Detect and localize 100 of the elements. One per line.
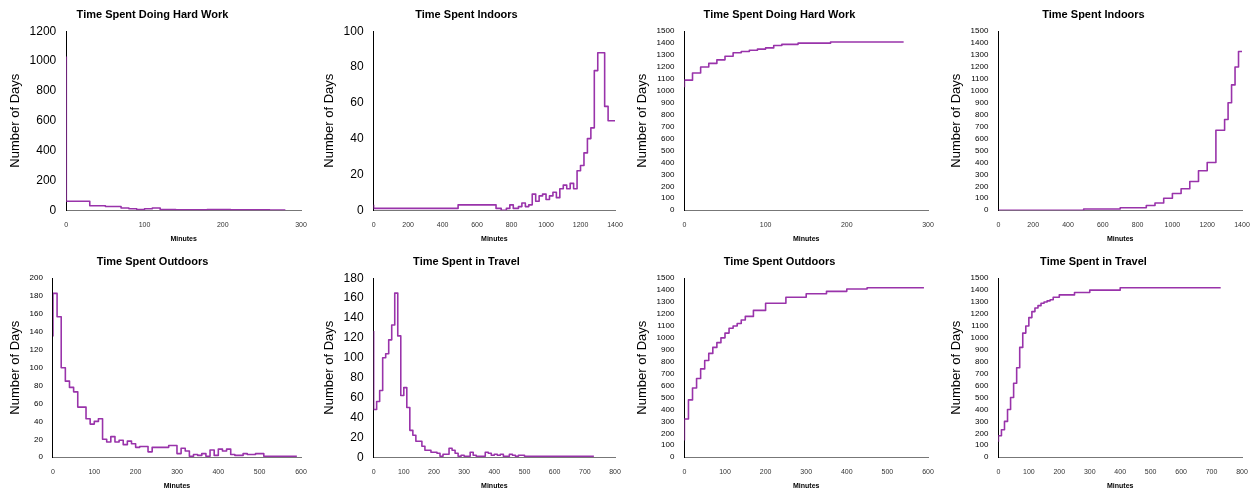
y-tick-label: 1200 [656,62,675,72]
y-tick-label: 40 [34,416,44,426]
y-tick-label: 180 [29,291,44,301]
y-tick-label: 1500 [656,273,675,283]
y-tick-label: 1400 [970,285,989,295]
y-tick-label: 1300 [656,297,675,307]
y-tick-label: 0 [983,452,989,462]
y-tick-label: 700 [974,368,989,378]
y-tick-label: 300 [974,169,989,179]
y-tick-label: 180 [343,270,364,285]
y-tick-label: 60 [349,389,364,404]
y-tick-label: 400 [36,142,57,157]
y-tick-label: 1500 [970,26,989,36]
chart-title: Time Spent Indoors [414,7,518,20]
chart-title: Time Spent in Travel [1039,254,1147,267]
y-tick-label: 80 [349,369,364,384]
y-tick-label: 80 [34,380,44,390]
y-tick-label: 800 [661,356,675,366]
chart-title: Time Spent Indoors [1041,7,1145,20]
y-tick-label: 140 [29,327,44,337]
y-tick-label: 60 [34,398,44,408]
y-tick-label: 1200 [970,62,989,72]
y-tick-label: 0 [669,205,675,215]
y-axis-title: Number of Days [320,73,336,168]
y-tick-label: 100 [29,362,44,372]
y-axis-title: Number of Days [7,320,23,415]
y-tick-label: 120 [343,330,364,345]
y-tick-label: 100 [661,193,675,203]
y-tick-label: 0 [49,202,57,217]
y-tick-label: 400 [974,157,989,167]
y-tick-label: 300 [661,416,675,426]
chart-title: Time Spent Outdoors [723,254,836,267]
y-tick-label: 1000 [970,333,989,343]
y-tick-label: 200 [974,428,989,438]
y-tick-label: 1000 [656,86,675,96]
y-tick-label: 500 [974,392,989,402]
y-tick-label: 1500 [656,26,675,36]
y-tick-label: 40 [349,409,364,424]
y-tick-label: 1300 [656,50,675,60]
y-tick-label: 1400 [656,285,675,295]
y-tick-label: 600 [661,133,675,143]
chart-title: Time Spent Doing Hard Work [703,7,857,20]
y-tick-label: 1200 [656,309,675,319]
y-tick-label: 800 [661,109,675,119]
y-tick-label: 500 [661,145,675,155]
y-tick-label: 1400 [656,38,675,48]
y-tick-label: 1000 [656,333,675,343]
y-tick-label: 100 [974,440,989,450]
y-tick-label: 0 [356,449,364,464]
y-tick-label: 100 [343,350,364,365]
y-tick-label: 140 [343,310,364,325]
y-axis-title: Number of Days [7,73,23,168]
y-tick-label: 1300 [970,50,989,60]
y-tick-label: 1100 [657,74,675,84]
y-tick-label: 60 [349,95,364,110]
y-tick-label: 600 [974,133,989,143]
y-tick-label: 100 [661,440,675,450]
chart-title: Time Spent Doing Hard Work [76,7,230,20]
y-tick-label: 100 [343,23,364,38]
y-tick-label: 1400 [970,38,989,48]
y-tick-label: 800 [974,356,989,366]
y-tick-label: 1100 [970,74,989,84]
y-tick-label: 1000 [970,86,989,96]
y-tick-label: 700 [661,368,675,378]
y-tick-label: 500 [661,392,675,402]
y-tick-label: 1200 [970,309,989,319]
y-tick-label: 0 [356,202,364,217]
y-tick-label: 160 [29,309,44,319]
y-tick-label: 600 [974,380,989,390]
chart-title: Time Spent Outdoors [96,254,209,267]
y-tick-label: 0 [38,452,44,462]
y-tick-label: 400 [661,157,675,167]
y-tick-label: 200 [36,172,57,187]
y-tick-label: 0 [983,205,989,215]
y-tick-label: 400 [661,404,675,414]
y-tick-label: 160 [343,290,364,305]
y-tick-label: 600 [36,113,57,128]
y-axis-title: Number of Days [320,320,336,415]
y-tick-label: 200 [974,181,989,191]
y-tick-label: 800 [974,109,989,119]
y-tick-label: 200 [661,181,675,191]
y-tick-label: 600 [661,380,675,390]
y-tick-label: 900 [974,345,989,354]
chart-title: Time Spent in Travel [412,254,520,267]
y-tick-label: 120 [29,345,44,354]
y-tick-label: 20 [34,434,44,444]
y-axis-title: Number of Days [947,320,963,415]
y-tick-label: 0 [669,452,675,462]
y-tick-label: 100 [974,193,989,203]
y-tick-label: 300 [974,416,989,426]
y-axis-title: Number of Days [947,73,963,168]
y-tick-label: 400 [974,404,989,414]
y-tick-label: 200 [661,428,675,438]
y-tick-label: 1000 [29,53,57,68]
y-tick-label: 800 [36,83,57,98]
y-tick-label: 200 [29,273,44,283]
y-tick-label: 300 [661,169,675,179]
y-tick-label: 80 [349,59,364,74]
y-tick-label: 900 [661,345,675,354]
y-tick-label: 1200 [29,23,57,38]
